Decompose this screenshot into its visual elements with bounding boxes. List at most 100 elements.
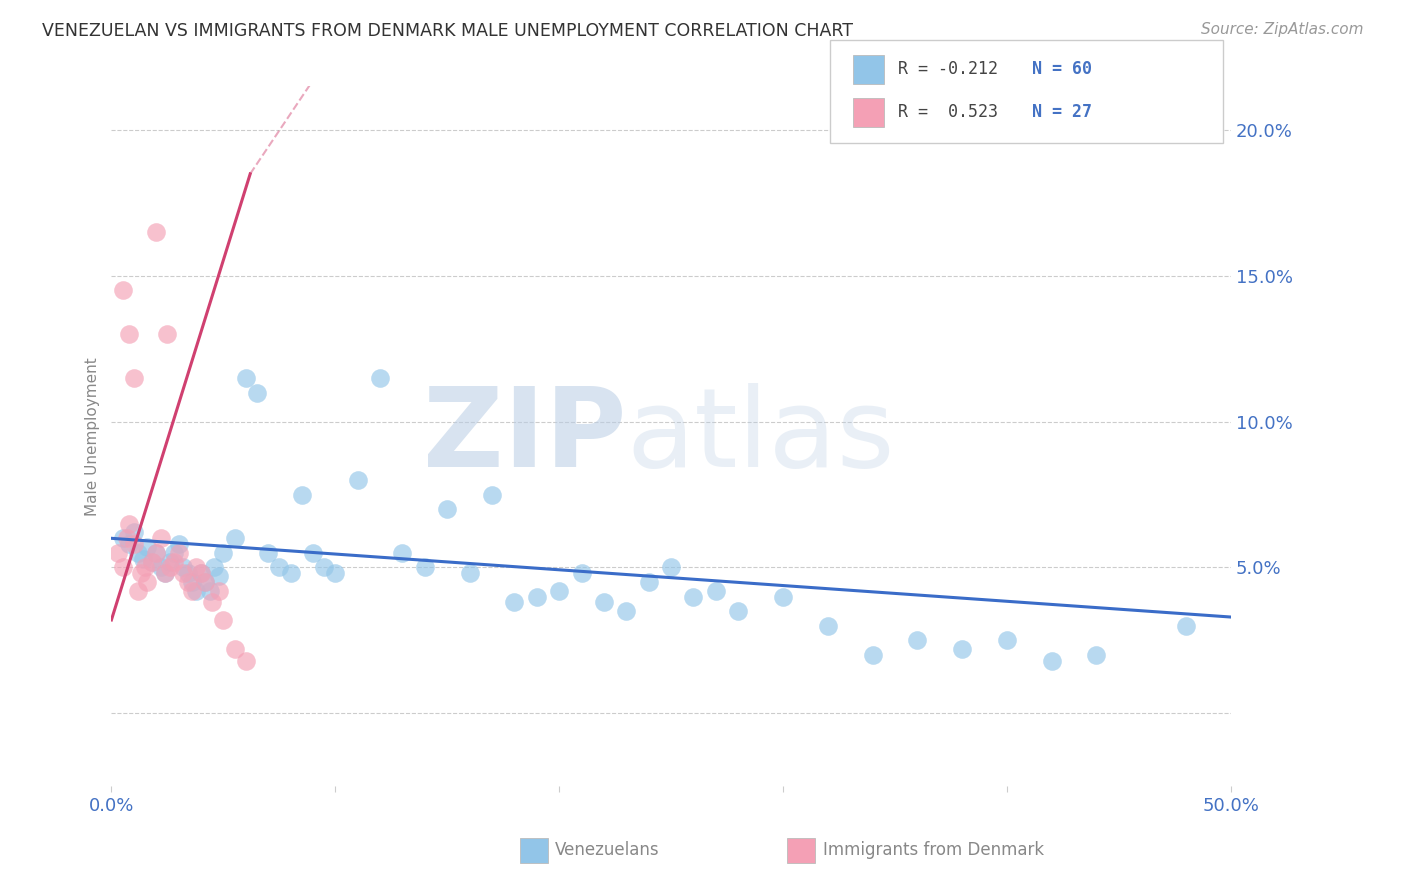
- Point: [149, 531, 172, 545]
- Point: [181, 583, 204, 598]
- Y-axis label: Male Unemployment: Male Unemployment: [86, 357, 100, 516]
- Point: [127, 546, 149, 560]
- Point: [141, 555, 163, 569]
- Point: [772, 590, 794, 604]
- Point: [593, 595, 616, 609]
- Point: [107, 546, 129, 560]
- Point: [127, 583, 149, 598]
- Point: [817, 619, 839, 633]
- Point: [176, 575, 198, 590]
- Text: R = -0.212: R = -0.212: [898, 60, 1028, 78]
- Point: [1174, 619, 1197, 633]
- Point: [526, 590, 548, 604]
- Point: [194, 575, 217, 590]
- Point: [257, 546, 280, 560]
- Point: [186, 583, 208, 598]
- Point: [1040, 654, 1063, 668]
- Point: [132, 551, 155, 566]
- Point: [111, 560, 134, 574]
- Point: [163, 546, 186, 560]
- Point: [145, 546, 167, 560]
- Text: atlas: atlas: [626, 383, 894, 490]
- Point: [136, 575, 159, 590]
- Point: [153, 566, 176, 581]
- Point: [212, 546, 235, 560]
- Point: [571, 566, 593, 581]
- Point: [167, 546, 190, 560]
- Point: [181, 575, 204, 590]
- Point: [235, 654, 257, 668]
- Point: [149, 560, 172, 574]
- Point: [190, 566, 212, 581]
- Text: ZIP: ZIP: [423, 383, 626, 490]
- Point: [224, 642, 246, 657]
- Point: [141, 555, 163, 569]
- Point: [122, 371, 145, 385]
- Text: VENEZUELAN VS IMMIGRANTS FROM DENMARK MALE UNEMPLOYMENT CORRELATION CHART: VENEZUELAN VS IMMIGRANTS FROM DENMARK MA…: [42, 22, 853, 40]
- Point: [481, 487, 503, 501]
- Text: N = 27: N = 27: [1032, 103, 1092, 121]
- Point: [862, 648, 884, 662]
- Point: [176, 566, 198, 581]
- Point: [208, 583, 231, 598]
- Point: [201, 595, 224, 609]
- Point: [436, 502, 458, 516]
- Point: [224, 531, 246, 545]
- Point: [118, 327, 141, 342]
- Point: [368, 371, 391, 385]
- Text: Venezuelans: Venezuelans: [555, 841, 659, 859]
- Point: [905, 633, 928, 648]
- Point: [159, 555, 181, 569]
- Point: [122, 537, 145, 551]
- Point: [202, 560, 225, 574]
- Point: [129, 566, 152, 581]
- Text: Source: ZipAtlas.com: Source: ZipAtlas.com: [1201, 22, 1364, 37]
- Point: [413, 560, 436, 574]
- Point: [548, 583, 571, 598]
- Point: [208, 569, 231, 583]
- Point: [198, 583, 221, 598]
- Text: Immigrants from Denmark: Immigrants from Denmark: [823, 841, 1043, 859]
- Point: [346, 473, 368, 487]
- Point: [122, 525, 145, 540]
- Point: [950, 642, 973, 657]
- Point: [159, 560, 181, 574]
- Point: [190, 566, 212, 581]
- Point: [134, 560, 156, 574]
- Point: [172, 560, 194, 574]
- Point: [727, 604, 749, 618]
- Point: [637, 575, 659, 590]
- Point: [172, 566, 194, 581]
- Point: [323, 566, 346, 581]
- Point: [111, 531, 134, 545]
- Point: [167, 537, 190, 551]
- Point: [115, 531, 138, 545]
- Point: [153, 566, 176, 581]
- Point: [136, 540, 159, 554]
- Point: [458, 566, 481, 581]
- Point: [194, 575, 217, 590]
- Point: [118, 537, 141, 551]
- Point: [145, 546, 167, 560]
- Point: [118, 516, 141, 531]
- Text: N = 60: N = 60: [1032, 60, 1092, 78]
- Point: [312, 560, 335, 574]
- Point: [614, 604, 637, 618]
- Point: [111, 284, 134, 298]
- Point: [1085, 648, 1108, 662]
- Point: [145, 225, 167, 239]
- Point: [391, 546, 413, 560]
- Point: [291, 487, 314, 501]
- Point: [156, 327, 179, 342]
- Point: [163, 555, 186, 569]
- Point: [704, 583, 727, 598]
- Point: [212, 613, 235, 627]
- Point: [280, 566, 302, 581]
- Point: [246, 385, 269, 400]
- Point: [235, 371, 257, 385]
- Point: [503, 595, 526, 609]
- Point: [995, 633, 1018, 648]
- Point: [186, 560, 208, 574]
- Text: R =  0.523: R = 0.523: [898, 103, 1028, 121]
- Point: [659, 560, 682, 574]
